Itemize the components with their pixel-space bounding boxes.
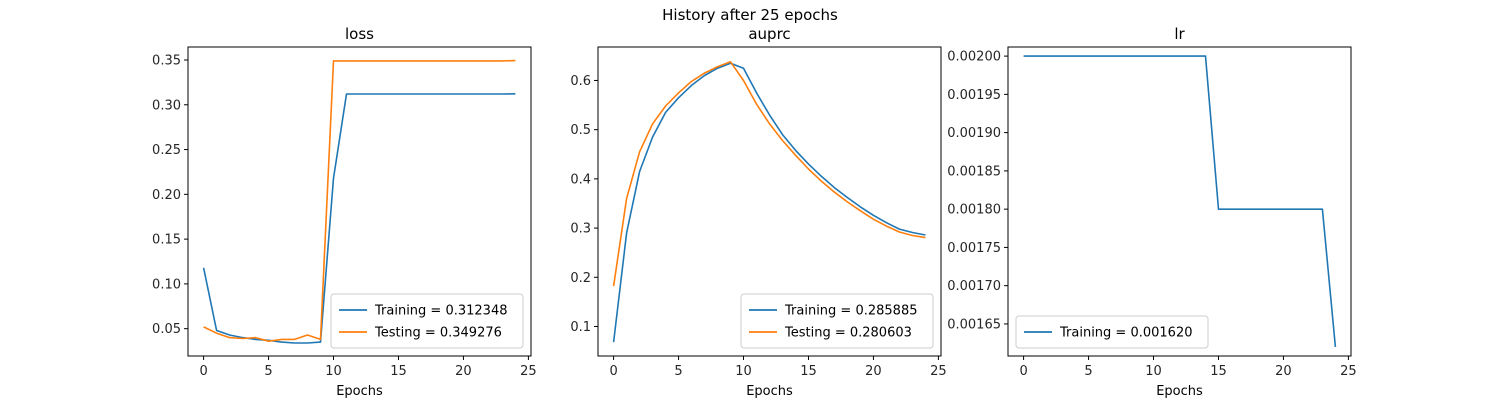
x-tick-label: 15 bbox=[390, 364, 407, 379]
x-tick-label: 0 bbox=[609, 364, 617, 379]
legend-box bbox=[330, 293, 524, 349]
y-tick-label: 0.00175 bbox=[947, 241, 1001, 256]
y-tick-label: 0.30 bbox=[152, 98, 181, 113]
y-tick-label: 0.35 bbox=[152, 53, 181, 68]
x-tick-label: 5 bbox=[264, 364, 272, 379]
series-line-0 bbox=[612, 62, 926, 343]
subplot-title: auprc bbox=[748, 25, 790, 43]
x-tick-label: 10 bbox=[1145, 364, 1162, 379]
y-tick-label: 0.4 bbox=[570, 172, 591, 187]
series-line-0 bbox=[1023, 55, 1337, 347]
legend-box bbox=[1015, 315, 1209, 349]
y-tick-label: 0.1 bbox=[570, 320, 591, 335]
x-tick-label: 5 bbox=[1084, 364, 1092, 379]
y-tick-label: 0.00195 bbox=[947, 88, 1001, 103]
x-axis-label: Epochs bbox=[746, 384, 793, 399]
x-tick-label: 0 bbox=[199, 364, 207, 379]
x-tick-label: 10 bbox=[735, 364, 752, 379]
x-tick-label: 20 bbox=[865, 364, 882, 379]
x-axis-label: Epochs bbox=[336, 384, 383, 399]
legend-label: Testing = 0.280603 bbox=[784, 326, 912, 341]
x-tick-label: 15 bbox=[1210, 364, 1227, 379]
subplot-loss: loss 0 5 10 15 20 25 0.05 0.10 0.15 0.20 0.25 0.30 0.… bbox=[152, 25, 537, 399]
x-tick-label: 20 bbox=[455, 364, 472, 379]
x-tick-label: 15 bbox=[800, 364, 817, 379]
y-tick-label: 0.15 bbox=[152, 233, 181, 248]
axes-frame bbox=[597, 46, 942, 357]
y-tick-label: 0.3 bbox=[570, 222, 591, 237]
figure-suptitle: History after 25 epochs bbox=[662, 6, 838, 24]
axes-frame bbox=[1007, 46, 1352, 357]
x-tick-label: 25 bbox=[520, 364, 537, 379]
legend-box bbox=[740, 293, 934, 349]
y-tick-label: 0.10 bbox=[152, 277, 181, 292]
y-tick-label: 0.00190 bbox=[947, 126, 1001, 141]
subplot-lr: lr 0 5 10 15 20 25 0.00165 0.00170 0.00175 0.00180… bbox=[947, 25, 1356, 399]
x-tick-label: 10 bbox=[325, 364, 342, 379]
axes-frame bbox=[187, 46, 532, 357]
y-tick-label: 0.5 bbox=[570, 123, 591, 138]
subplot-title: loss bbox=[345, 25, 374, 43]
legend: Training = 0.312348 Testing = 0.349276 bbox=[330, 293, 524, 349]
series-line-0 bbox=[202, 93, 516, 344]
series-line-1 bbox=[612, 60, 926, 287]
y-tick-label: 0.05 bbox=[152, 322, 181, 337]
legend-label: Training = 0.285885 bbox=[784, 304, 917, 319]
legend: Training = 0.285885 Testing = 0.280603 bbox=[740, 293, 934, 349]
y-tick-label: 0.00165 bbox=[947, 317, 1001, 332]
legend-label: Training = 0.001620 bbox=[1059, 326, 1192, 341]
y-tick-label: 0.6 bbox=[570, 74, 591, 89]
x-tick-label: 5 bbox=[674, 364, 682, 379]
legend-label: Testing = 0.349276 bbox=[374, 326, 502, 341]
legend: Training = 0.001620 bbox=[1015, 315, 1209, 349]
subplot-title: lr bbox=[1174, 25, 1185, 43]
y-tick-label: 0.00180 bbox=[947, 203, 1001, 218]
x-tick-label: 20 bbox=[1275, 364, 1292, 379]
y-tick-label: 0.25 bbox=[152, 143, 181, 158]
subplot-auprc: auprc 0 5 10 15 20 25 0.1 0.2 0.3 0.4 0.5 0.6 Epochs T… bbox=[570, 25, 946, 399]
y-tick-label: 0.00170 bbox=[947, 279, 1001, 294]
x-tick-label: 25 bbox=[1340, 364, 1357, 379]
x-tick-label: 25 bbox=[930, 364, 947, 379]
y-tick-label: 0.00185 bbox=[947, 164, 1001, 179]
y-tick-label: 0.2 bbox=[570, 271, 591, 286]
y-tick-label: 0.00200 bbox=[947, 50, 1001, 65]
y-tick-label: 0.20 bbox=[152, 188, 181, 203]
x-tick-label: 0 bbox=[1019, 364, 1027, 379]
x-axis-label: Epochs bbox=[1156, 384, 1203, 399]
series-line-1 bbox=[203, 59, 516, 343]
legend-label: Training = 0.312348 bbox=[374, 304, 507, 319]
